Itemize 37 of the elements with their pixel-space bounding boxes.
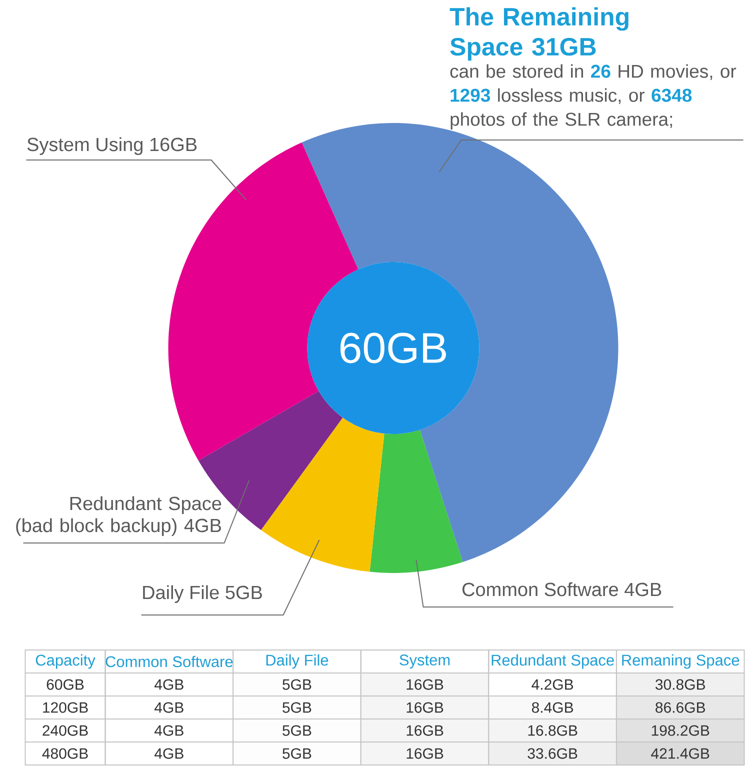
data-label: 421.4GB xyxy=(650,748,710,759)
y-tick-label: 120GB xyxy=(42,702,88,713)
data-label: 198.2GB xyxy=(652,725,710,736)
x-tick-label: Remaning Space xyxy=(622,654,739,669)
x-tick-label: Common Software xyxy=(106,656,232,668)
slice-label: Redundant Space (bad block backup) 4GB xyxy=(16,496,221,536)
data-label: 86.6GB xyxy=(655,702,705,713)
y-tick-label: 60GB xyxy=(46,679,84,690)
data-label: 16.8GB xyxy=(528,725,578,736)
slice-label: Common Software 4GB xyxy=(462,582,661,596)
x-tick-label: System xyxy=(400,654,450,669)
slice-label: Daily File 5GB xyxy=(142,585,262,603)
data-label: 16GB xyxy=(406,702,444,713)
data-label: 33.6GB xyxy=(528,748,578,759)
x-tick-label: Redundant Space xyxy=(492,654,614,669)
text: 60GB xyxy=(340,332,446,364)
y-tick-label: 240GB xyxy=(42,725,88,736)
data-label: 16GB xyxy=(406,748,444,759)
y-tick-label: 480GB xyxy=(42,748,88,759)
slice-label: System Using 16GB xyxy=(27,137,196,155)
data-label: 4GB xyxy=(154,748,184,759)
data-label: 5GB xyxy=(282,725,312,736)
data-label: 16GB xyxy=(406,679,444,690)
data-label: 8.4GB xyxy=(532,702,573,713)
y-axis-title: Capacity xyxy=(36,654,96,669)
data-label: 4GB xyxy=(154,702,184,713)
data-label: 4GB xyxy=(154,679,184,690)
data-label: 5GB xyxy=(282,748,312,759)
x-tick-label: Daily File xyxy=(266,654,328,669)
data-label: 5GB xyxy=(282,702,312,713)
data-label: 16GB xyxy=(406,725,444,736)
slice-label: The Remaining Space 31GB xyxy=(450,7,628,61)
data-label: 30.8GB xyxy=(655,679,705,690)
data-label: 4.2GB xyxy=(532,679,573,690)
text: can be stored in 26 HD movies, or 1293 lossless music, or 6348 photos of the SLR camera; xyxy=(450,64,736,130)
data-label: 5GB xyxy=(282,679,312,690)
data-label: 4GB xyxy=(154,725,184,736)
